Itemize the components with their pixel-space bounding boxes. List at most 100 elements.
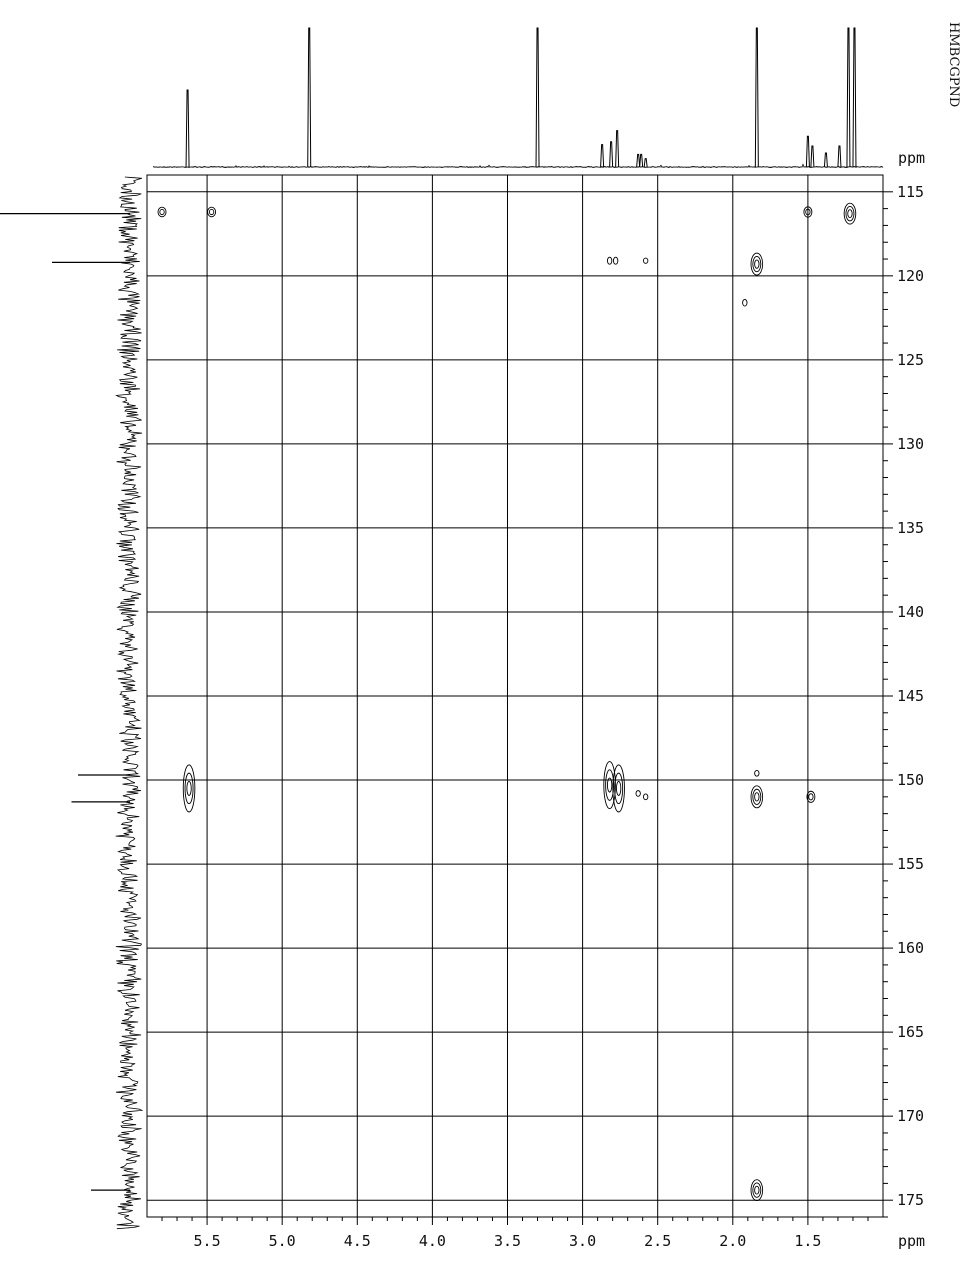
x-axis: 5.5 5.0 4.5 4.0 3.5 3.0 2.5 2.0 1.5	[161, 1217, 869, 1250]
cross-peak-10	[603, 761, 616, 810]
contour-ring	[754, 769, 760, 777]
cross-peak-1	[207, 206, 217, 218]
cross-peak-5	[612, 256, 619, 265]
contour-ring	[754, 259, 760, 269]
x-tick-label: 3.5	[494, 1232, 521, 1250]
top-projection-peak-1	[307, 27, 312, 168]
x-tick-label: 2.5	[644, 1232, 671, 1250]
top-projection-peak-11	[810, 145, 815, 168]
contour-ring	[845, 206, 855, 222]
contour-ring	[803, 206, 813, 218]
y-tick-label: 145	[897, 687, 924, 705]
cross-peak-12	[635, 790, 641, 797]
cross-peak-7	[750, 252, 764, 276]
cross-peak-11	[612, 764, 625, 813]
x-tick-label: 1.5	[794, 1232, 821, 1250]
x-tick-label: 4.0	[419, 1232, 446, 1250]
contour-ring	[752, 256, 762, 273]
y-tick-label: 175	[897, 1191, 924, 1209]
cross-peak-14	[754, 769, 760, 777]
y-tick-label: 120	[897, 267, 924, 285]
x-tick-label: 5.5	[194, 1232, 221, 1250]
top-projection-peak-15	[852, 27, 857, 168]
y-tick-label: 125	[897, 351, 924, 369]
contour-ring	[606, 256, 613, 265]
top-projection-peak-6	[636, 153, 641, 168]
y-tick-label: 130	[897, 435, 924, 453]
y-tick-label: 160	[897, 939, 924, 957]
top-projection-peak-0	[185, 89, 190, 168]
contour-ring	[207, 206, 217, 218]
cross-peaks	[157, 202, 857, 1201]
contour-ring	[635, 790, 641, 797]
contour-ring	[186, 780, 192, 796]
cross-peak-9	[182, 764, 196, 813]
contour-ring	[843, 202, 857, 225]
contour-ring	[612, 256, 619, 265]
top-projection-peak-10	[805, 135, 810, 168]
x-tick-label: 4.5	[344, 1232, 371, 1250]
y-tick-label: 155	[897, 855, 924, 873]
top-projection-peak-9	[754, 27, 759, 168]
y-tick-label: 170	[897, 1107, 924, 1125]
contour-ring	[750, 1179, 764, 1201]
top-1d-projection	[152, 27, 884, 169]
x-tick-label: 2.0	[719, 1232, 746, 1250]
contour-ring	[847, 209, 853, 219]
contour-ring	[605, 769, 615, 801]
cross-peak-8	[742, 298, 748, 307]
contour-ring	[750, 785, 764, 809]
contour-ring	[808, 793, 814, 801]
top-projection-trace	[152, 163, 884, 169]
grid-lines	[147, 175, 883, 1217]
experiment-label: HMBCGPND	[946, 22, 961, 107]
top-projection-peak-3	[600, 144, 605, 168]
y-tick-label: 140	[897, 603, 924, 621]
y-axis-unit-label: ppm	[898, 149, 925, 167]
cross-peak-6	[643, 257, 649, 264]
contour-ring	[742, 298, 748, 307]
contour-ring	[182, 764, 196, 813]
left-1d-projection	[0, 176, 144, 1230]
contour-ring	[750, 252, 764, 276]
contour-ring	[752, 788, 762, 805]
contour-ring	[614, 772, 624, 805]
top-projection-peak-12	[823, 152, 828, 168]
contour-ring	[615, 780, 622, 796]
contour-ring	[643, 793, 649, 801]
contour-ring	[157, 206, 167, 218]
cross-peak-2	[803, 206, 813, 218]
top-projection-peak-13	[837, 145, 842, 168]
cross-peak-17	[750, 1179, 764, 1201]
contour-ring	[752, 1182, 762, 1198]
x-axis-unit-label: ppm	[898, 1232, 925, 1250]
y-tick-label: 150	[897, 771, 924, 789]
y-tick-label: 115	[897, 183, 924, 201]
top-projection-peak-14	[846, 27, 851, 168]
contour-ring	[159, 208, 165, 216]
contour-ring	[606, 777, 613, 793]
cross-peak-15	[750, 785, 764, 809]
y-axis: 115 120 125 130 135 140 145 150 155 160 165 170 175	[883, 183, 924, 1218]
top-projection-peak-7	[639, 153, 644, 168]
top-projection-peak-2	[535, 27, 540, 168]
contour-ring	[603, 761, 616, 810]
top-projection-peak-8	[643, 158, 648, 168]
y-tick-label: 135	[897, 519, 924, 537]
x-tick-label: 5.0	[269, 1232, 296, 1250]
top-projection-peak-5	[615, 130, 620, 168]
x-tick-label: 3.0	[569, 1232, 596, 1250]
contour-ring	[184, 772, 194, 805]
contour-ring	[612, 764, 625, 813]
cross-peak-0	[157, 206, 167, 218]
y-tick-label: 165	[897, 1023, 924, 1041]
cross-peak-4	[606, 256, 613, 265]
contour-ring	[754, 1185, 760, 1195]
cross-peak-3	[843, 202, 857, 225]
left-projection-trace	[115, 176, 144, 1230]
cross-peak-16	[806, 790, 816, 803]
cross-peak-13	[643, 793, 649, 801]
contour-ring	[208, 208, 215, 216]
contour-ring	[805, 208, 811, 216]
